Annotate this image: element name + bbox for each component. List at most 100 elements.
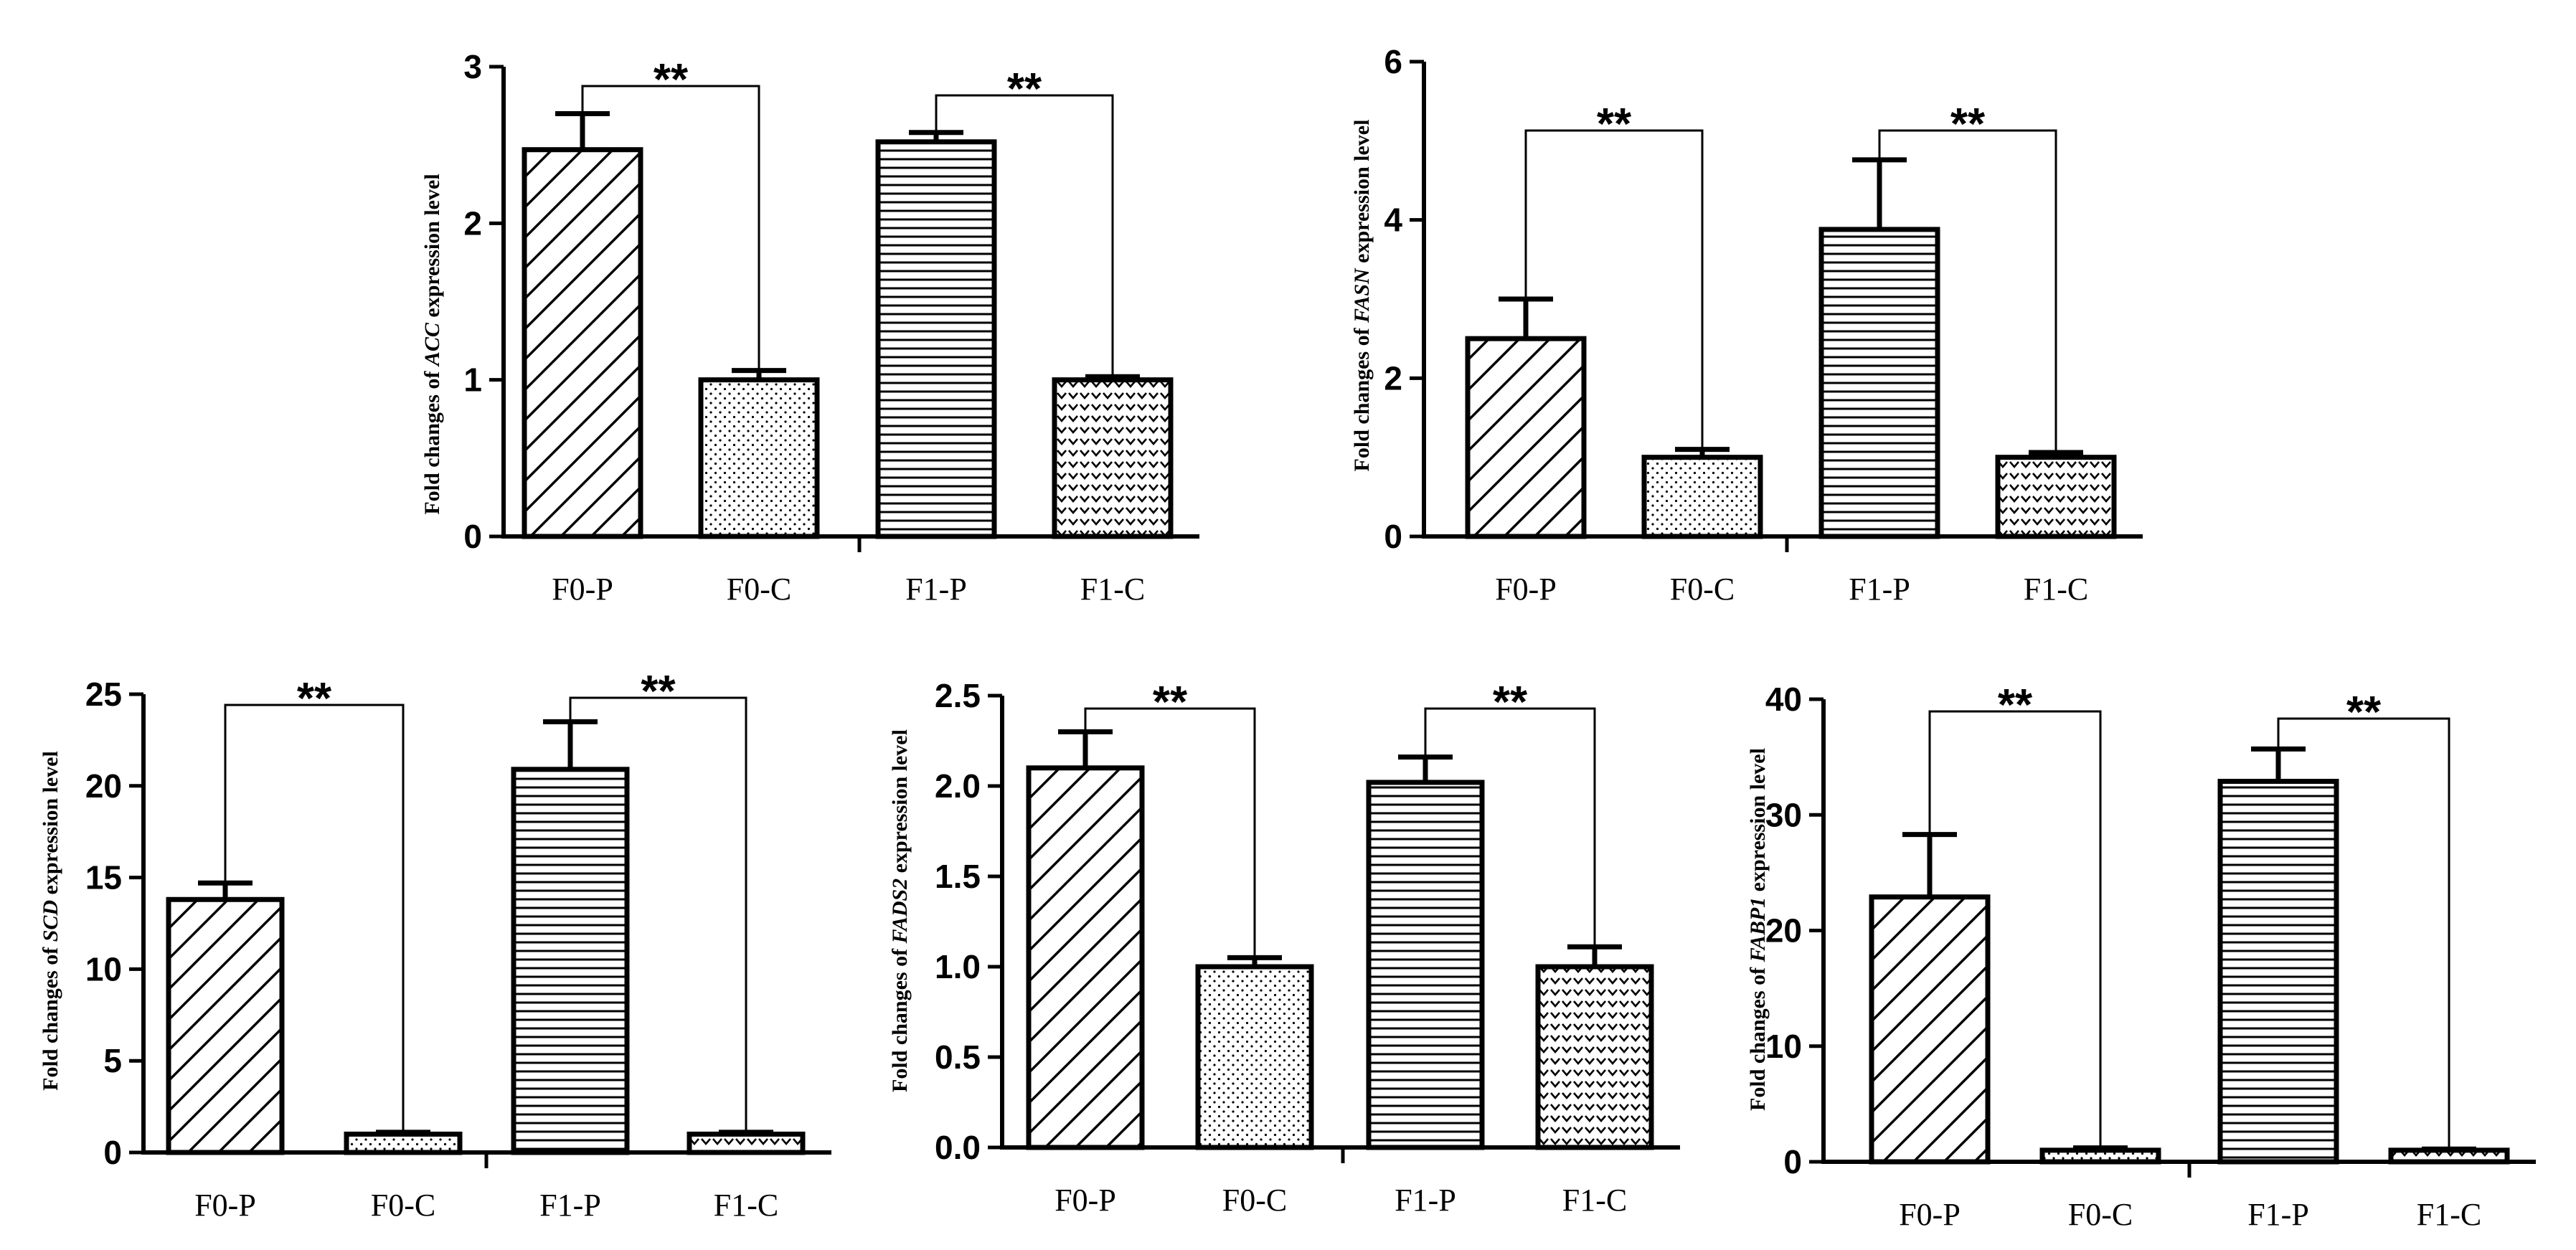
y-tick-label: 2.5 [935,677,981,714]
bar-f1-p [1366,780,1485,1150]
bar-f1-p [2217,778,2339,1165]
error-bar [1058,729,1113,768]
y-tick-label: 2.0 [935,767,981,805]
y-tick-label: 20 [85,767,122,805]
category-label: F0-P [552,572,613,607]
y-axis-title: Fold changes of FADS2 expression level [888,729,912,1092]
bar-f1-c [1052,377,1174,539]
bar-f0-p [166,896,285,1155]
y-tick-label: 6 [1384,43,1402,80]
y-tick-label: 3 [463,48,482,85]
bar-f0-c [344,1131,463,1155]
y-tick-label: 0 [1783,1143,1802,1180]
significance-label: ** [2346,688,2382,737]
error-bar [1398,754,1453,782]
y-axis-title: Fold changes of FASN expression level [1350,120,1374,472]
category-label: F0-P [1899,1197,1961,1232]
y-tick-label: 0.5 [935,1038,981,1076]
category-label: F0-P [194,1188,256,1223]
bar-f1-c [1535,964,1654,1150]
panel-acc-chart: Fold changes of ACC expression level 0 1 2… [420,48,1199,607]
y-tick-label: 10 [85,950,122,988]
bar-f0-c [2039,1147,2161,1165]
y-tick-label: 1 [463,361,482,399]
error-bar [198,880,253,900]
significance-label: ** [297,674,332,724]
y-tick-label: 40 [1765,681,1802,718]
y-tick-label: 4 [1384,202,1402,239]
category-label: F0-C [1670,572,1735,607]
bar-f1-c [687,1131,806,1155]
panel-fabp1-chart: Fold changes of FABP1 expression level 0… [1746,681,2536,1232]
category-label: F0-C [1222,1183,1287,1218]
y-axis-title: Fold changes of FABP1 expression level [1746,748,1770,1111]
y-tick-label: 2 [1384,359,1402,397]
category-label: F0-P [1055,1183,1116,1218]
error-bar [1852,157,1907,229]
significance-label: ** [1998,681,2033,730]
category-label: F1-C [2417,1197,2481,1232]
category-label: F1-P [1395,1183,1456,1218]
significance-label: ** [1153,678,1188,727]
significance-bracket [569,696,747,1135]
significance-bracket [1878,129,2057,458]
y-tick-label: 15 [85,859,122,896]
y-tick-label: 30 [1765,796,1802,833]
bar-f0-p [522,147,643,539]
category-label: F0-C [727,572,791,607]
significance-bracket [224,704,405,1135]
error-bar [2251,746,2306,782]
error-bar [1902,832,1957,897]
y-tick-label: 1.5 [935,858,981,895]
category-label: F0-C [2068,1197,2133,1232]
category-label: F1-C [1080,572,1145,607]
y-axis-title: Fold changes of SCD expression level [39,751,62,1091]
category-label: F1-C [1562,1183,1627,1218]
error-bar [1499,296,1553,339]
significance-bracket [2277,717,2450,1150]
y-tick-label: 5 [103,1042,122,1079]
y-axis-title: Fold changes of ACC expression level [420,174,444,514]
bar-f0-c [1195,964,1314,1150]
significance-label: ** [1950,100,1986,149]
error-bar [555,111,610,150]
bar-f0-p [1869,894,1991,1165]
y-tick-label: 1.0 [935,948,981,985]
bar-f1-p [511,767,630,1155]
bar-f0-p [1465,336,1587,539]
significance-label: ** [641,667,676,716]
significance-bracket [935,94,1114,380]
significance-bracket [1424,707,1596,967]
y-tick-label: 10 [1765,1028,1802,1065]
bar-f0-c [698,377,820,539]
y-tick-label: 0 [463,518,482,555]
error-bar [543,719,598,770]
category-label: F1-P [2247,1197,2309,1232]
category-label: F1-P [1849,572,1910,607]
category-label: F0-P [1495,572,1557,607]
significance-label: ** [654,55,689,105]
bar-f1-c [2388,1147,2510,1165]
category-label: F1-P [905,572,967,607]
significance-label: ** [1493,678,1528,727]
significance-bracket [1928,710,2102,1150]
significance-label: ** [1007,65,1042,114]
bar-f1-p [1818,227,1940,539]
significance-bracket [1524,129,1704,458]
bar-f1-p [875,139,997,539]
y-tick-label: 0.0 [935,1129,981,1166]
y-tick-label: 2 [463,204,482,242]
category-label: F1-P [539,1188,601,1223]
category-label: F1-C [2024,572,2088,607]
category-label: F1-C [714,1188,778,1223]
bar-f0-p [1026,765,1145,1150]
y-tick-label: 0 [103,1134,122,1171]
bar-f1-c [1995,455,2117,539]
panel-scd-chart: Fold changes of SCD expression level 0 5 1… [39,667,831,1223]
panel-fasn-chart: Fold changes of FASN expression level 0 2… [1350,43,2143,607]
y-tick-label: 20 [1765,912,1802,950]
y-tick-label: 0 [1384,518,1402,555]
category-label: F0-C [371,1188,435,1223]
significance-bracket [1084,707,1256,967]
